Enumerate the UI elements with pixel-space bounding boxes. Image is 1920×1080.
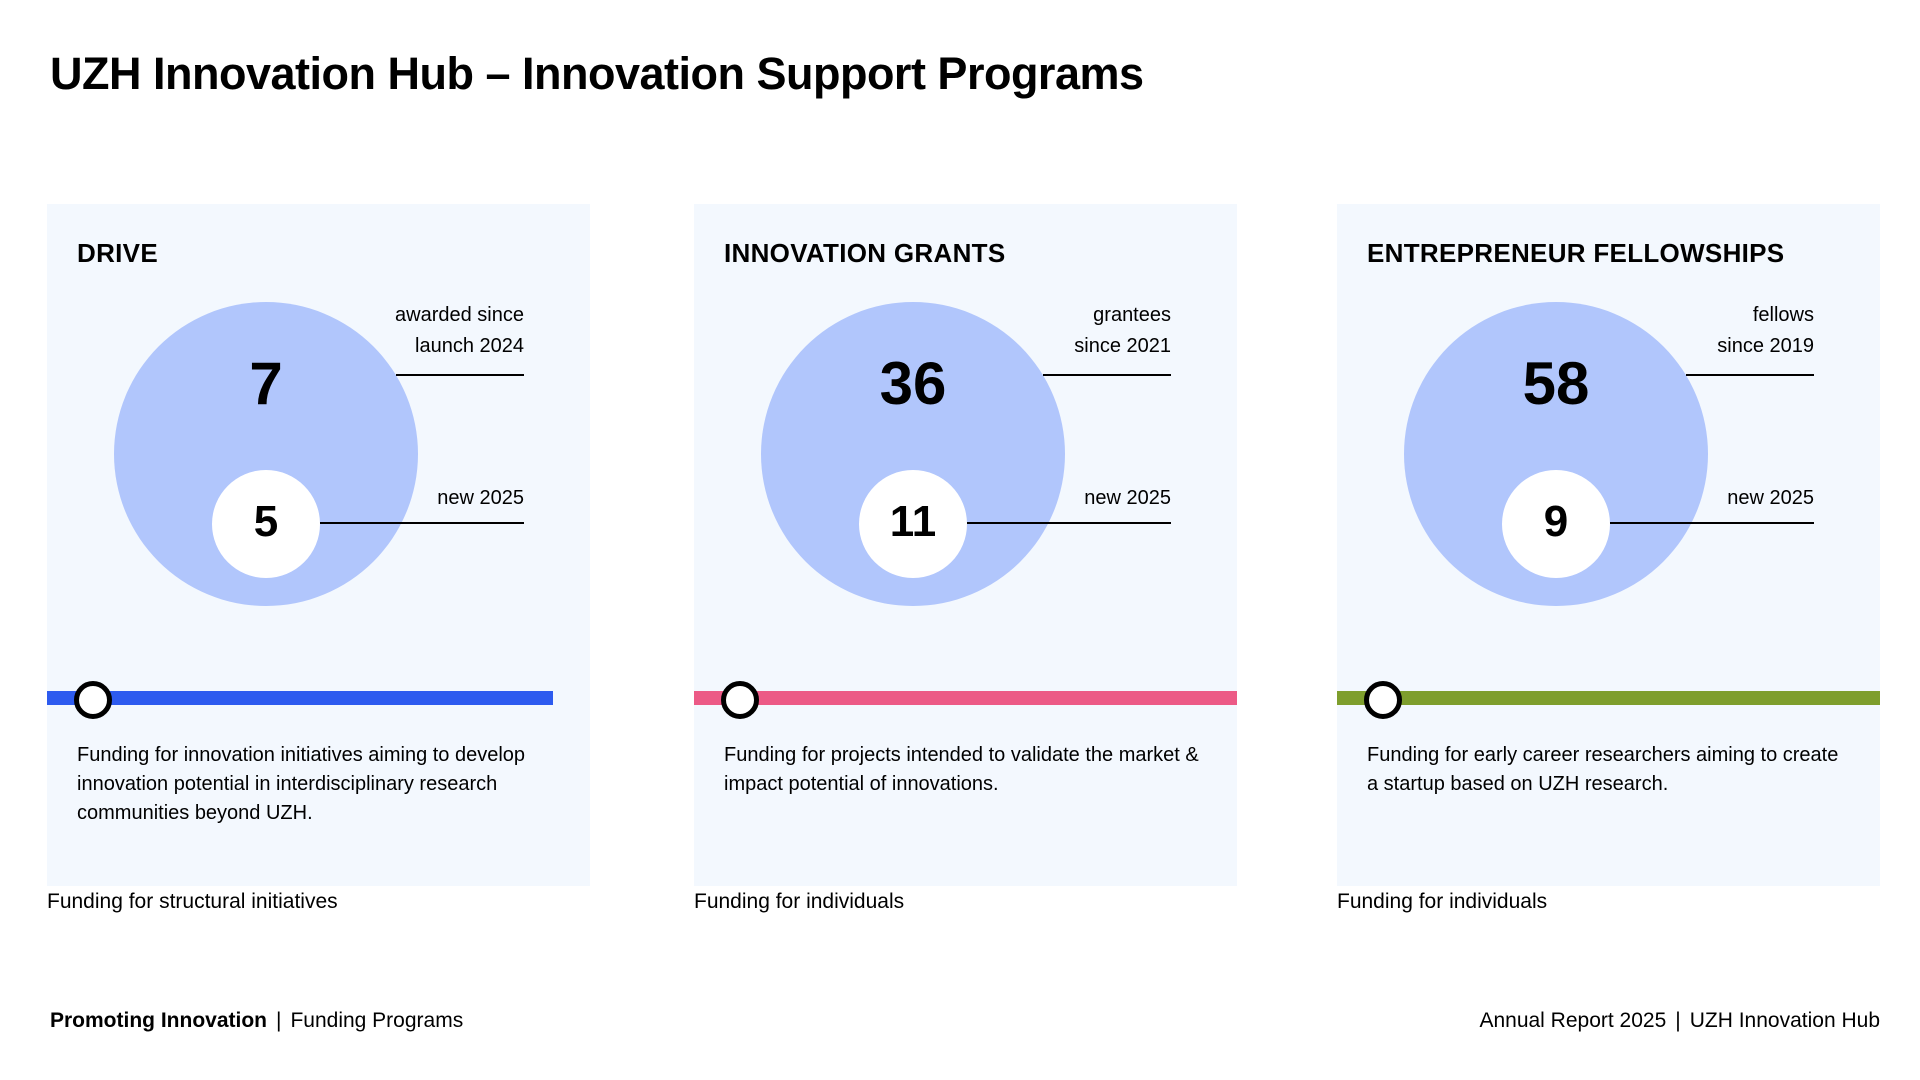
new-count: 5 [253,497,279,546]
funding-category: Funding for individuals [1337,890,1548,913]
new-circle [859,470,967,578]
total-label-line-1: fellows [1752,304,1814,326]
new-leader-line [967,522,1171,524]
new-leader-line [320,522,524,524]
program-card-drive: DRIVE 7 5 awarded since launch 2024 new … [47,204,590,913]
total-label-line-2: launch 2024 [415,335,524,357]
program-color-bar [47,691,553,705]
new-label: new 2025 [437,487,524,509]
new-count: 11 [889,497,937,546]
bar-marker-icon [74,681,112,719]
footer-separator: | [275,1009,282,1032]
total-count: 36 [879,350,947,417]
program-title: DRIVE [77,238,158,268]
program-description: Funding for projects intended to validat… [724,744,1199,795]
program-description: Funding for innovation initiatives aimin… [77,744,526,824]
new-count: 9 [1543,497,1569,546]
bar-marker-icon [721,681,759,719]
program-description: Funding for early career researchers aim… [1367,744,1839,795]
total-count: 7 [249,350,283,417]
footer-organization: UZH Innovation Hub [1689,1009,1880,1032]
total-leader-line [1686,374,1814,376]
funding-category: Funding for structural initiatives [47,890,338,913]
new-label: new 2025 [1084,487,1171,509]
footer-report-name: Annual Report 2025 [1479,1009,1667,1032]
total-label: grantees since 2021 [951,300,1171,362]
footer-section-subtitle: Funding Programs [290,1009,464,1032]
total-label-line-2: since 2021 [1074,335,1171,357]
new-circle [212,470,320,578]
footer-section-title: Promoting Innovation [50,1009,267,1032]
total-leader-line [396,374,524,376]
bar-marker-icon [1364,681,1402,719]
funding-category: Funding for individuals [694,890,905,913]
total-label-line-2: since 2019 [1717,335,1814,357]
page-title: UZH Innovation Hub – Innovation Support … [50,48,1144,99]
new-label: new 2025 [1727,487,1814,509]
total-count: 58 [1522,350,1590,417]
footer-separator: | [1675,1009,1681,1032]
program-card-innovation-grants: INNOVATION GRANTS 36 11 grantees since 2… [694,204,1237,913]
new-circle [1502,470,1610,578]
total-label-line-1: awarded since [395,304,524,326]
total-label: awarded since launch 2024 [304,300,524,362]
program-title: INNOVATION GRANTS [724,238,1006,268]
program-title: ENTREPRENEUR FELLOWSHIPS [1367,238,1785,268]
footer-report-label: Annual Report 2025 | UZH Innovation Hub [1479,1009,1880,1033]
footer-section-label: Promoting Innovation | Funding Programs [50,1009,463,1033]
new-leader-line [1610,522,1814,524]
total-label-line-1: grantees [1093,304,1171,326]
program-color-bar [1337,691,1880,705]
program-color-bar [694,691,1237,705]
total-leader-line [1043,374,1171,376]
total-label: fellows since 2019 [1594,300,1814,362]
program-card-entrepreneur-fellowships: ENTREPRENEUR FELLOWSHIPS 58 9 fellows si… [1337,204,1880,913]
